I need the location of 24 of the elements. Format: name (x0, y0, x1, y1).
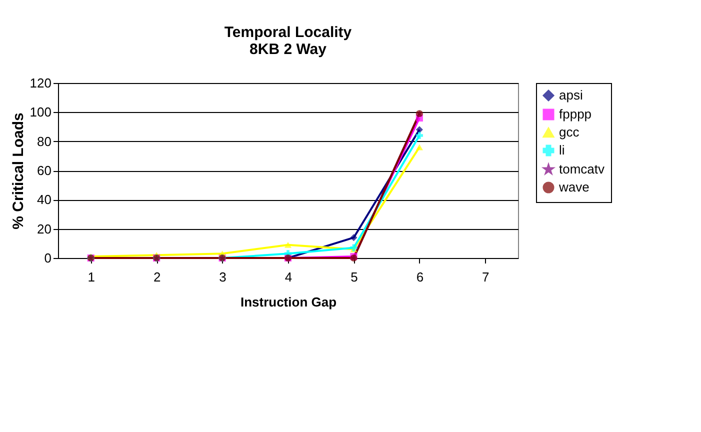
legend-label: wave (558, 180, 590, 194)
y-tick-label: 60 (37, 163, 52, 178)
x-tick-label: 2 (153, 270, 161, 284)
y-tick-label: 40 (37, 192, 52, 208)
y-tick-label: 120 (30, 76, 52, 90)
legend-label: fpppp (559, 106, 592, 122)
y-tick-label: 80 (37, 134, 52, 149)
y-tick-label: 100 (30, 104, 52, 120)
x-tick-label: 7 (482, 270, 490, 284)
x-tick-label: 1 (88, 270, 95, 284)
y-tick-label: 20 (37, 221, 52, 236)
text: 8KB 2 Way (250, 41, 326, 58)
x-tick-label: 5 (350, 270, 358, 284)
x-tick-label: 3 (219, 270, 226, 284)
legend-label: apsi (559, 88, 583, 102)
x-tick-label: 4 (284, 270, 292, 284)
x-axis-title: Instruction Gap (240, 294, 337, 310)
text: Temporal Locality (224, 24, 352, 41)
x-tick-label: 6 (416, 270, 424, 284)
y-axis-title: % Critical Loads (10, 112, 27, 230)
legend-label: tomcatv (559, 162, 606, 176)
y-tick-label: 0 (44, 250, 52, 266)
legend-label: li (559, 142, 565, 158)
legend-label: gcc (559, 124, 580, 140)
